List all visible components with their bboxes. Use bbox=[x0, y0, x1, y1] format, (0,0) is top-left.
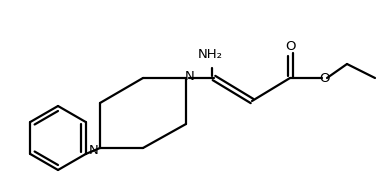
Text: N: N bbox=[185, 70, 195, 83]
Text: N: N bbox=[89, 144, 99, 157]
Text: O: O bbox=[319, 73, 329, 86]
Text: NH₂: NH₂ bbox=[197, 48, 222, 61]
Text: O: O bbox=[285, 40, 295, 53]
